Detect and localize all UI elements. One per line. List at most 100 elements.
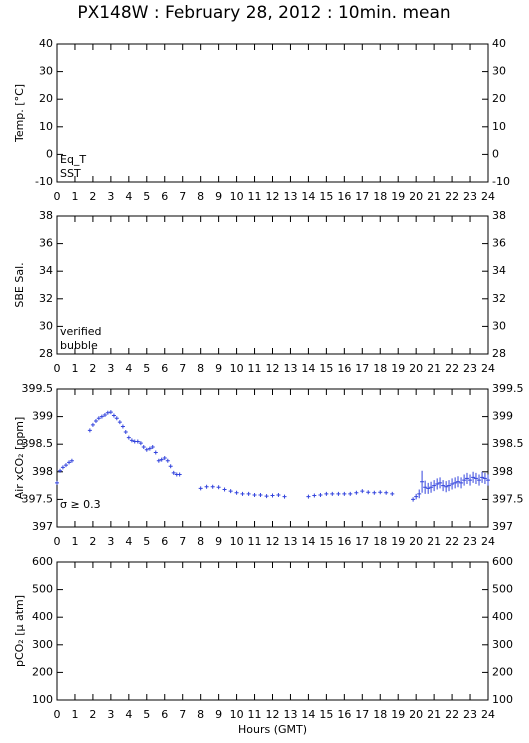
- x-tick-label: 17: [355, 708, 369, 721]
- data-point: [246, 491, 251, 496]
- data-point: [330, 491, 335, 496]
- x-tick-label: 23: [463, 190, 477, 203]
- data-point: [486, 474, 490, 486]
- legend-entry: bubble: [60, 339, 98, 352]
- x-tick-label: 6: [161, 190, 168, 203]
- x-tick-label: 19: [391, 190, 405, 203]
- data-point: [171, 470, 176, 475]
- data-point: [480, 471, 485, 483]
- data-point: [258, 492, 263, 497]
- data-point: [216, 485, 221, 490]
- data-point: [372, 490, 377, 495]
- x-tick-label: 7: [179, 362, 186, 375]
- data-point: [324, 491, 329, 496]
- data-point: [348, 491, 353, 496]
- y-tick-label: 34: [39, 264, 53, 277]
- y-tick-label: 30: [39, 319, 53, 332]
- data-point: [252, 492, 257, 497]
- x-tick-label: 21: [427, 362, 441, 375]
- x-tick-label: 16: [337, 535, 351, 548]
- data-point: [90, 422, 95, 427]
- y-tick-label: 30: [492, 319, 506, 332]
- data-point: [60, 465, 65, 470]
- chart-title: PX148W : February 28, 2012 : 10min. mean: [77, 3, 450, 23]
- data-point: [126, 435, 131, 440]
- x-tick-label: 3: [107, 708, 114, 721]
- x-tick-label: 17: [355, 362, 369, 375]
- data-point: [129, 438, 134, 443]
- x-tick-label: 8: [197, 190, 204, 203]
- x-tick-label: 18: [373, 708, 387, 721]
- y-tick-label: 28: [39, 347, 53, 360]
- x-tick-label: 2: [89, 362, 96, 375]
- data-point: [318, 492, 323, 497]
- x-tick-label: 5: [143, 190, 150, 203]
- y-tick-label: -10: [492, 175, 510, 188]
- data-point: [63, 463, 68, 468]
- y-tick-label: 20: [492, 92, 506, 105]
- x-tick-label: 9: [215, 535, 222, 548]
- y-tick-label: 200: [492, 665, 513, 678]
- y-tick-label: 600: [492, 555, 513, 568]
- x-tick-label: 8: [197, 708, 204, 721]
- y-tick-label: 100: [32, 693, 53, 706]
- x-tick-label: 20: [409, 535, 423, 548]
- y-tick-label: 400: [32, 610, 53, 623]
- x-tick-label: 22: [445, 708, 459, 721]
- data-point: [462, 474, 467, 486]
- data-point: [114, 416, 119, 421]
- x-tick-label: 0: [54, 190, 61, 203]
- x-tick-label: 3: [107, 535, 114, 548]
- x-tick-label: 10: [230, 708, 244, 721]
- data-point: [198, 486, 203, 491]
- x-tick-label: 2: [89, 190, 96, 203]
- legend-entry: Eq_T: [60, 153, 86, 166]
- y-tick-label: 397: [492, 520, 513, 533]
- data-point: [432, 480, 437, 492]
- data-point: [67, 460, 72, 465]
- data-point: [264, 494, 269, 499]
- data-point: [441, 480, 446, 492]
- data-point: [414, 493, 419, 500]
- x-tick-label: 19: [391, 535, 405, 548]
- data-point: [366, 490, 371, 495]
- y-tick-label: 397.5: [492, 492, 524, 505]
- x-tick-label: 13: [283, 190, 297, 203]
- x-tick-label: 3: [107, 362, 114, 375]
- x-tick-label: 14: [301, 362, 315, 375]
- y-tick-label: 34: [492, 264, 506, 277]
- data-point: [429, 481, 434, 493]
- y-axis-label: Air xCO₂ [ppm]: [13, 417, 26, 500]
- data-point: [108, 410, 113, 415]
- data-point: [105, 410, 110, 415]
- data-point: [69, 458, 74, 463]
- data-point: [306, 494, 311, 499]
- x-tick-label: 23: [463, 708, 477, 721]
- data-point: [99, 414, 104, 419]
- x-tick-label: 12: [266, 362, 280, 375]
- data-point: [473, 472, 478, 484]
- y-tick-label: 40: [492, 37, 506, 50]
- y-axis-label: SBE Sal.: [13, 262, 26, 307]
- y-tick-label: 38: [39, 209, 53, 222]
- y-axis-label: pCO₂ [μ atm]: [13, 595, 26, 667]
- data-point: [228, 489, 233, 494]
- y-tick-label: 20: [39, 92, 53, 105]
- y-tick-label: 100: [492, 693, 513, 706]
- x-tick-label: 1: [71, 362, 78, 375]
- data-point: [87, 428, 92, 433]
- x-tick-label: 21: [427, 535, 441, 548]
- data-point: [123, 430, 128, 435]
- x-tick-label: 4: [125, 190, 132, 203]
- x-tick-label: 4: [125, 708, 132, 721]
- data-point: [117, 420, 122, 425]
- x-tick-label: 24: [481, 190, 495, 203]
- x-tick-label: 1: [71, 190, 78, 203]
- data-point: [177, 472, 182, 477]
- x-tick-label: 2: [89, 535, 96, 548]
- data-point: [482, 472, 487, 484]
- data-point: [270, 493, 275, 498]
- x-tick-label: 7: [179, 190, 186, 203]
- x-tick-label: 19: [391, 708, 405, 721]
